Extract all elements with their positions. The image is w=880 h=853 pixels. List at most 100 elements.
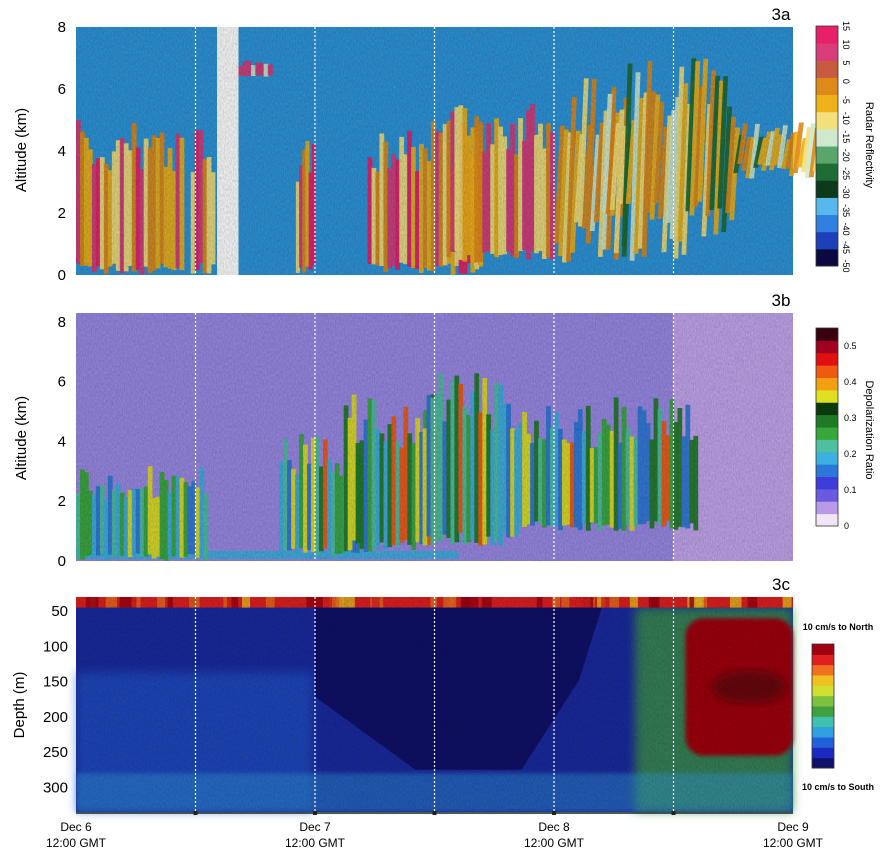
colorbar-tick-label: 0.3 xyxy=(844,413,857,423)
panel-label-3c: 3c xyxy=(772,575,790,594)
x-tick-label-time: 12:00 GMT xyxy=(524,836,585,850)
ocean-current-panel: 3c Depth (m) 50 100 150 200 250 300 10 cm/s t… xyxy=(11,575,874,812)
y-axis-title: Altitude (km) xyxy=(13,108,30,192)
colorbar-swatch xyxy=(812,737,834,748)
colorbar-tick-label: 10 xyxy=(841,39,851,49)
plot-area xyxy=(76,313,793,561)
colorbar-tick-label: 0.4 xyxy=(844,377,857,387)
y-tick-label: 4 xyxy=(58,143,66,160)
colorbar-swatch xyxy=(816,340,838,354)
y-tick-label: 6 xyxy=(58,81,66,98)
colorbar-tick-label: -15 xyxy=(841,130,851,143)
x-tick-label-time: 12:00 GMT xyxy=(46,836,107,850)
x-tick-label-date: Dec 7 xyxy=(299,820,331,834)
y-tick-labels: 0 2 4 6 8 xyxy=(58,19,66,284)
colorbar-frame xyxy=(815,327,839,527)
feature-column xyxy=(800,127,812,172)
colorbar-title: Radar Reflectivity xyxy=(863,102,875,189)
x-tick-label-time: 12:00 GMT xyxy=(285,836,346,850)
colorbar-swatch xyxy=(812,757,834,769)
y-tick-label: 6 xyxy=(58,374,66,391)
colorbar-swatch xyxy=(816,231,838,250)
colorbar-swatch xyxy=(816,328,838,341)
colorbar-swatch xyxy=(816,77,838,96)
panel-label-3a: 3a xyxy=(772,5,791,24)
plot-area xyxy=(76,25,824,275)
colorbar-tick-label: -25 xyxy=(841,167,851,180)
colorbar-swatch xyxy=(812,664,834,676)
x-tick-label-date: Dec 9 xyxy=(777,820,809,834)
colorbar-swatch xyxy=(812,654,834,666)
x-tick-mark xyxy=(671,811,676,815)
colorbar-swatch xyxy=(812,695,834,707)
colorbar-swatch xyxy=(816,128,838,147)
colorbar-swatch xyxy=(816,43,838,61)
colorbar-swatch xyxy=(816,414,838,428)
colorbar-swatch xyxy=(816,163,838,181)
colorbar-tick-label: -45 xyxy=(841,241,851,254)
colorbar-swatch xyxy=(812,644,834,655)
y-tick-label: 2 xyxy=(58,205,66,222)
colorbar-north-label: 10 cm/s to North xyxy=(803,622,874,632)
y-tick-label: 200 xyxy=(43,709,68,726)
colorbar xyxy=(811,643,835,769)
colorbar-swatch xyxy=(816,476,838,490)
colorbar-title: Depolarization Ratio xyxy=(863,380,875,479)
colorbar-swatch xyxy=(816,513,838,527)
colorbar-swatch xyxy=(812,685,834,697)
colorbar-tick-label: 5 xyxy=(841,60,851,65)
y-tick-label: 2 xyxy=(58,493,66,510)
y-tick-label: 0 xyxy=(58,267,66,284)
colorbar-swatch xyxy=(816,111,838,130)
colorbar-swatch xyxy=(816,451,838,465)
colorbar-swatch xyxy=(816,60,838,78)
colorbar-swatch xyxy=(816,94,838,113)
shared-time-axis: Dec 6 12:00 GMT Dec 7 12:00 GMT Dec 8 12:00 G… xyxy=(46,811,824,850)
colorbar-tick-label: -10 xyxy=(841,112,851,125)
feature-column xyxy=(804,123,816,178)
feature-column xyxy=(793,122,804,174)
y-tick-label: 50 xyxy=(51,603,68,620)
colorbar-swatch xyxy=(812,706,834,717)
x-tick-mark xyxy=(552,811,556,815)
colorbar-swatch xyxy=(812,747,834,759)
colorbar-tick-label: -20 xyxy=(841,149,851,162)
colorbar-tick-label: 0.2 xyxy=(844,449,857,459)
colorbar-swatch xyxy=(812,675,834,686)
colorbar-swatch xyxy=(816,365,838,378)
y-axis-title: Altitude (km) xyxy=(13,396,30,480)
colorbar-swatch xyxy=(816,427,838,440)
colorbar-tick-label: 0 xyxy=(841,79,851,84)
y-tick-label: 100 xyxy=(43,638,68,655)
panel-label-3b: 3b xyxy=(772,291,791,310)
colorbar-tick-label: 0 xyxy=(844,521,849,531)
colorbar-swatch xyxy=(816,488,838,502)
colorbar-swatch xyxy=(816,464,838,477)
colorbar-swatch xyxy=(816,248,838,267)
y-tick-label: 4 xyxy=(58,433,66,450)
x-tick-mark xyxy=(313,811,317,815)
colorbar-swatch xyxy=(816,501,838,515)
y-tick-label: 8 xyxy=(58,19,66,36)
x-tick-mark xyxy=(432,811,437,815)
colorbar-swatch xyxy=(816,389,838,403)
y-tick-label: 0 xyxy=(58,553,66,570)
y-axis-title: Depth (m) xyxy=(11,672,28,739)
colorbar-tick-label: 0.5 xyxy=(844,341,857,351)
colorbar-tick-label: -35 xyxy=(841,204,851,217)
colorbar-swatch xyxy=(816,26,838,44)
colorbar: 0 0.1 0.2 0.3 0.4 0.5 xyxy=(815,327,857,531)
colorbar-swatch xyxy=(816,180,838,198)
colorbar-tick-label: -5 xyxy=(841,96,851,104)
colorbar-swatch xyxy=(816,214,838,233)
texture-overlay xyxy=(76,597,793,812)
colorbar-swatch xyxy=(812,726,834,738)
colorbar-frame xyxy=(815,25,839,267)
plot-area xyxy=(76,597,793,812)
colorbar-swatch xyxy=(816,439,838,453)
x-tick-label-date: Dec 8 xyxy=(538,820,570,834)
colorbar-tick-label: -40 xyxy=(841,223,851,236)
